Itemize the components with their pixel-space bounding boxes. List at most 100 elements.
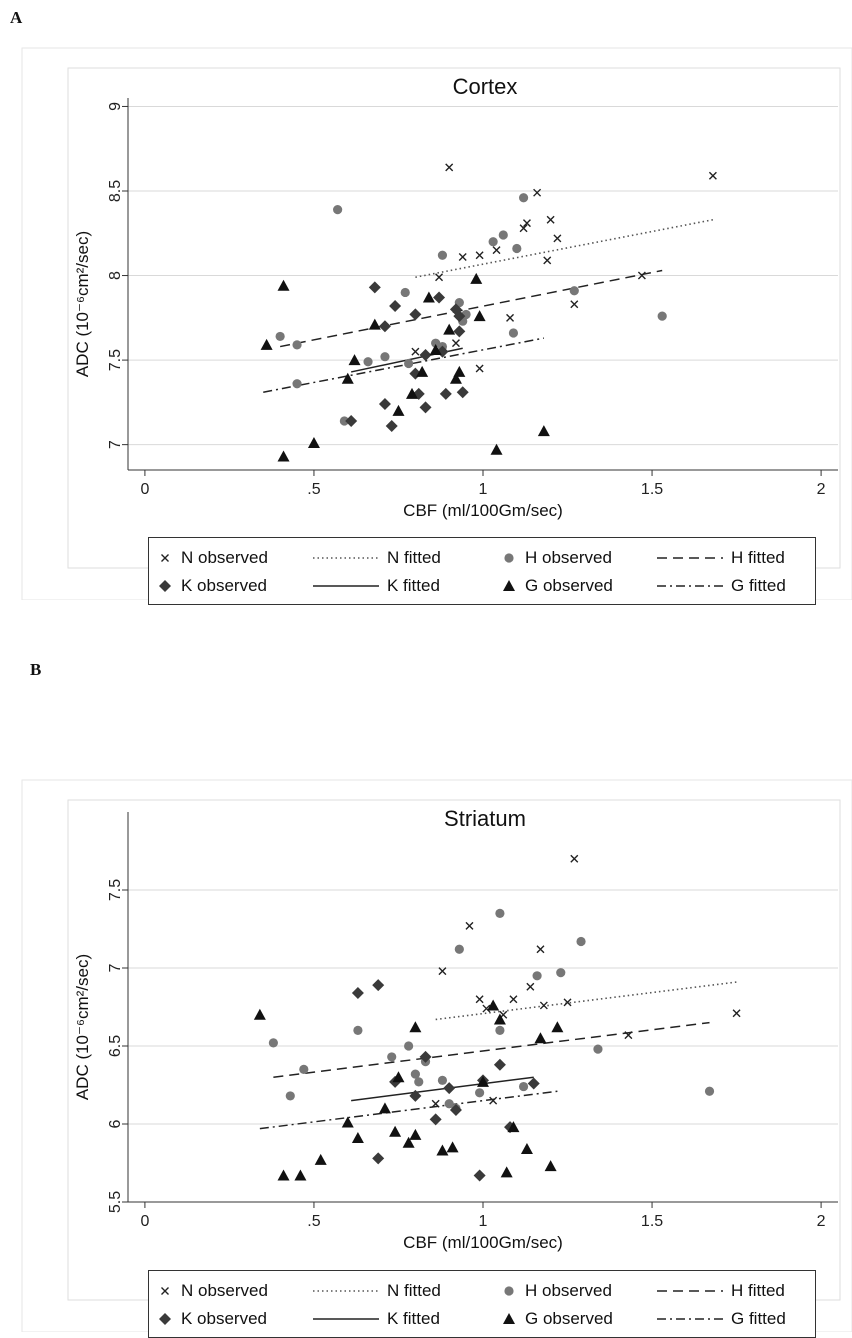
striatum-legend-key (161, 1287, 169, 1295)
cortex-point-n (475, 251, 484, 260)
cortex-legend-marker (161, 554, 169, 562)
striatum-y-tick-label: 5.5 (107, 1191, 124, 1213)
cortex-legend-marker (159, 580, 171, 592)
cortex-point-h (512, 243, 522, 254)
striatum-legend-marker (504, 1286, 514, 1296)
cortex-legend-label: G observed (525, 576, 613, 595)
cortex-point-n (553, 234, 562, 243)
cortex-point-h (292, 340, 302, 350)
cortex-point-k (389, 299, 402, 312)
cortex-point-h (569, 286, 579, 296)
cortex-point-g (537, 425, 550, 437)
striatum-point-h (299, 1064, 309, 1074)
cortex-legend-item: N fitted (311, 545, 441, 571)
striatum-legend-item: K fitted (311, 1306, 440, 1332)
striatum-x-tick-label: 2 (817, 1213, 826, 1230)
panel-b-letter: B (30, 660, 42, 679)
cortex-legend-label: K fitted (387, 576, 440, 595)
cortex-point-h (437, 250, 448, 260)
striatum-point-n (438, 967, 447, 976)
cortex-legend-label: H fitted (731, 548, 785, 567)
cortex-point-h (498, 230, 508, 240)
cortex-y-tick-label: 8 (107, 271, 124, 280)
striatum-point-h (353, 1025, 363, 1035)
cortex-point-n (637, 271, 646, 280)
striatum-legend-key (159, 1313, 171, 1325)
striatum-point-g (477, 1075, 489, 1087)
striatum-point-k (372, 1152, 385, 1165)
cortex-legend-item: G observed (499, 573, 613, 599)
striatum-point-g (520, 1142, 533, 1154)
striatum-point-g (493, 1013, 506, 1025)
striatum-point-g (351, 1132, 364, 1144)
striatum-point-h (532, 971, 542, 981)
cortex-point-g (260, 338, 273, 350)
cortex-x-tick-label: 0 (140, 481, 149, 498)
cortex-legend-marker (504, 553, 514, 563)
striatum-point-h (593, 1044, 603, 1054)
striatum-point-k (419, 1050, 432, 1063)
cortex-point-h (363, 357, 373, 367)
cortex-legend-label: K observed (181, 576, 267, 595)
striatum-fit-line-g (259, 1090, 558, 1130)
cortex-legend-label: N observed (181, 548, 268, 567)
cortex-point-h (488, 237, 498, 247)
striatum-point-h (410, 1069, 420, 1079)
cortex-point-n (708, 171, 717, 180)
cortex-point-g (392, 404, 405, 416)
striatum-point-h (495, 908, 505, 918)
cortex-point-k (433, 291, 446, 304)
striatum-point-g (314, 1153, 327, 1165)
striatum-point-n (624, 1031, 633, 1040)
striatum-point-g (392, 1071, 405, 1083)
cortex-legend-key (313, 585, 379, 587)
striatum-x-tick-label: 1.5 (641, 1213, 663, 1230)
striatum-legend-label: K fitted (387, 1309, 440, 1328)
striatum-point-n (732, 1009, 741, 1018)
striatum-point-h (495, 1025, 505, 1035)
striatum-point-g (487, 999, 500, 1011)
cortex-point-k (378, 398, 391, 411)
cortex-point-k (456, 386, 469, 399)
striatum-point-g (389, 1125, 402, 1137)
striatum-point-g (341, 1116, 354, 1128)
cortex-point-k (439, 387, 452, 400)
striatum-point-n (465, 921, 474, 930)
striatum-point-n (482, 1004, 491, 1013)
cortex-fit-line-n (415, 218, 714, 279)
cortex-x-axis-label: CBF (ml/100Gm/sec) (403, 501, 563, 520)
striatum-point-g (294, 1169, 307, 1181)
cortex-legend-key (503, 580, 515, 591)
striatum-point-h (454, 944, 464, 954)
cortex-point-n (533, 188, 542, 197)
cortex-point-n (519, 224, 528, 233)
cortex-point-n (411, 347, 420, 356)
cortex-point-n (543, 256, 552, 265)
striatum-legend-label: G observed (525, 1309, 613, 1328)
striatum-x-tick-label: .5 (307, 1213, 320, 1230)
striatum-legend-key (313, 1318, 379, 1320)
striatum-y-tick-label: 6 (107, 1119, 124, 1128)
cortex-point-g (368, 318, 381, 330)
cortex-legend-item: K fitted (311, 573, 440, 599)
cortex-x-tick-label: 2 (817, 481, 826, 498)
striatum-y-axis-label: ADC (10⁻⁶cm²/sec) (73, 954, 92, 1100)
cortex-legend-item: H observed (499, 545, 612, 571)
striatum-fit-line-h (273, 1021, 710, 1078)
striatum-point-g (436, 1144, 449, 1156)
cortex-point-n (546, 215, 555, 224)
striatum-point-h (387, 1052, 397, 1062)
striatum-y-tick-label: 7.5 (107, 879, 124, 901)
cortex-legend-marker (503, 580, 515, 591)
cortex-point-g (443, 323, 456, 335)
striatum-point-g (378, 1102, 391, 1114)
striatum-legend-key (313, 1290, 379, 1292)
cortex-legend-key (313, 557, 379, 559)
striatum-point-h (414, 1077, 424, 1087)
cortex-y-tick-label: 7 (107, 440, 124, 449)
cortex-point-n (458, 252, 467, 261)
cortex-point-g (473, 310, 486, 322)
cortex-point-k (419, 349, 432, 362)
striatum-point-h (576, 936, 586, 947)
cortex-y-axis-label: ADC (10⁻⁶cm²/sec) (73, 231, 92, 377)
